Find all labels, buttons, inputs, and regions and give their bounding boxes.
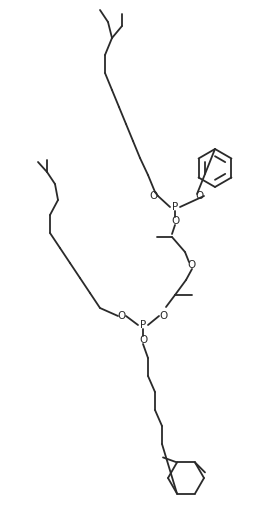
Text: O: O [171, 216, 179, 226]
Text: P: P [172, 202, 178, 212]
Text: O: O [188, 260, 196, 270]
Text: O: O [196, 191, 204, 201]
Text: O: O [118, 311, 126, 321]
Text: O: O [150, 191, 158, 201]
Text: P: P [140, 320, 146, 330]
Text: O: O [159, 311, 167, 321]
Text: O: O [139, 335, 147, 345]
